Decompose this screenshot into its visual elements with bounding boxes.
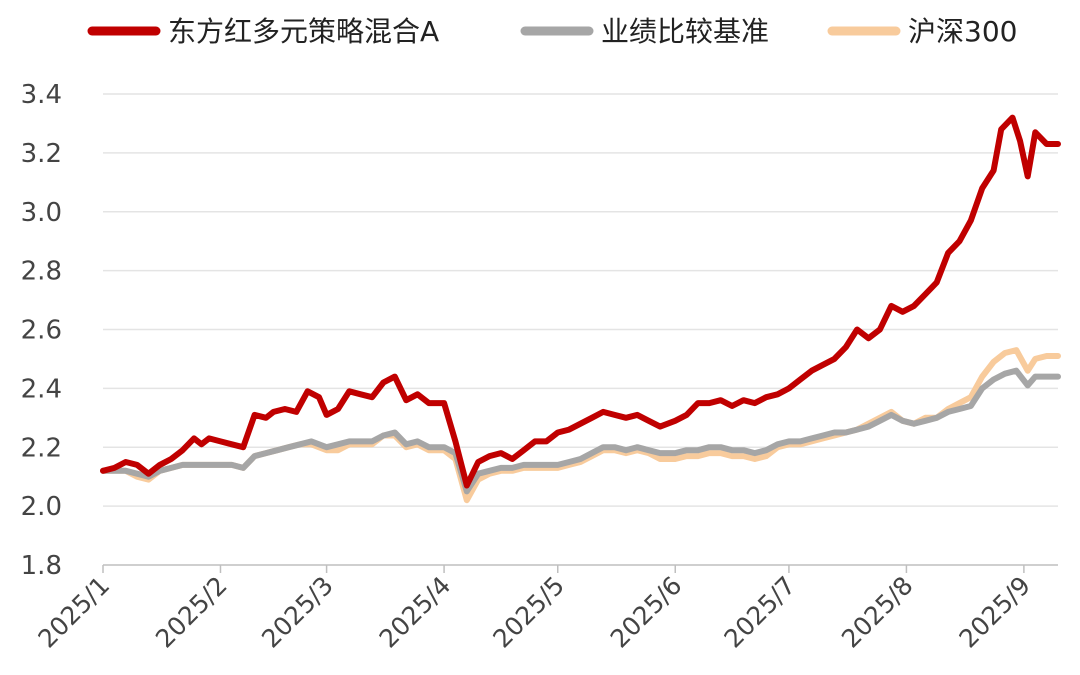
- x-tick-label: 2025/6: [605, 571, 688, 654]
- legend: 东方红多元策略混合A 业绩比较基准 沪深300: [87, 15, 1017, 48]
- x-axis-ticks: 2025/1 2025/2 2025/3 2025/4 2025/5 2025/6 2025…: [33, 565, 1036, 654]
- y-tick-label: 2.0: [21, 492, 62, 522]
- y-tick-label: 2.6: [21, 316, 62, 346]
- legend-label: 业绩比较基准: [601, 15, 769, 48]
- legend-label: 沪深300: [908, 15, 1017, 48]
- x-tick-label: 2025/9: [953, 571, 1036, 654]
- y-tick-label: 1.8: [21, 551, 62, 581]
- y-tick-label: 2.8: [21, 257, 62, 287]
- series-line-0: [100, 114, 1061, 489]
- series-lines: [100, 114, 1061, 504]
- y-tick-label: 2.2: [21, 433, 62, 463]
- x-tick-label: 2025/5: [487, 571, 570, 654]
- x-tick-label: 2025/8: [836, 571, 919, 654]
- legend-label: 东方红多元策略混合A: [168, 15, 439, 48]
- x-tick-label: 2025/2: [150, 571, 233, 654]
- y-tick-label: 3.0: [21, 198, 62, 228]
- grid-lines: [103, 93, 1058, 507]
- y-axis-ticks: 1.8 2.0 2.2 2.4 2.6 2.8 3.0 3.2 3.4: [21, 80, 62, 581]
- y-tick-label: 3.2: [21, 139, 62, 169]
- x-tick-label: 2025/3: [256, 571, 339, 654]
- series-line-1: [100, 367, 1061, 495]
- x-tick-label: 2025/4: [374, 571, 457, 654]
- x-tick-label: 2025/7: [718, 571, 801, 654]
- y-tick-label: 2.4: [21, 374, 62, 404]
- x-tick-label: 2025/1: [33, 571, 116, 654]
- y-tick-label: 3.4: [21, 80, 62, 110]
